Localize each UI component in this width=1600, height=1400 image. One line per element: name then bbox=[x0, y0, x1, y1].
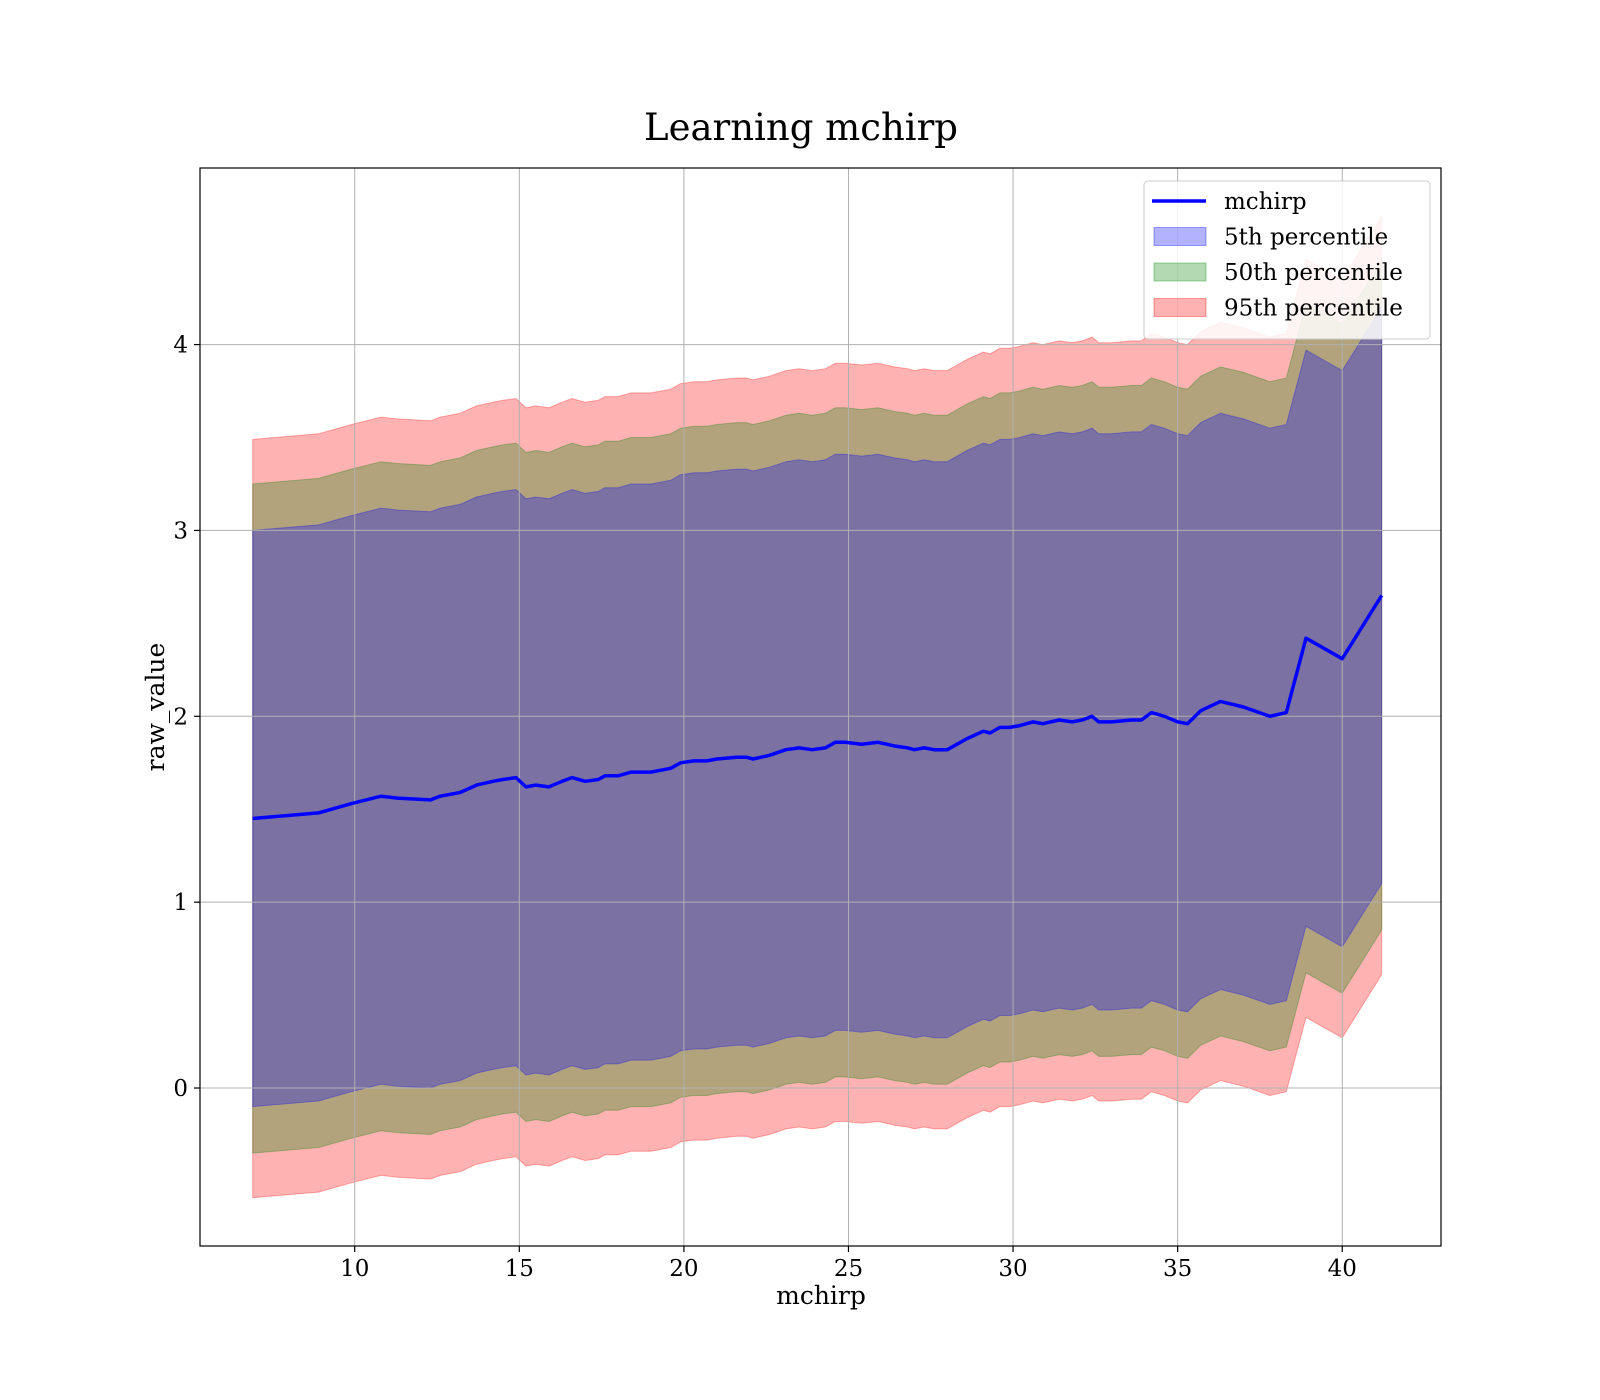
series-line-mchirp bbox=[252, 594, 1384, 821]
x-tick-label: 20 bbox=[669, 1256, 698, 1282]
legend-label-5th-percentile: 5th percentile bbox=[1224, 225, 1388, 251]
legend-swatch-50th-percentile bbox=[1153, 262, 1207, 282]
legend-label-mchirp: mchirp bbox=[1224, 189, 1307, 215]
y-axis-ticks: 0 1 2 3 4 bbox=[173, 333, 200, 1102]
series-lines bbox=[252, 594, 1384, 821]
x-axis-label: mchirp bbox=[776, 1281, 866, 1310]
y-axis-label: raw_value bbox=[141, 643, 170, 772]
legend: mchirp 5th percentile 50th percentile 95th … bbox=[1143, 180, 1431, 340]
band-95th-percentile bbox=[252, 214, 1383, 1199]
x-tick-label: 15 bbox=[505, 1256, 534, 1282]
y-tick-label: 1 bbox=[173, 890, 188, 916]
x-tick-label: 25 bbox=[834, 1256, 863, 1282]
y-tick-label: 0 bbox=[173, 1076, 188, 1102]
legend-swatch-95th-percentile bbox=[1153, 298, 1207, 317]
x-axis-ticks: 10 15 20 25 30 35 40 bbox=[340, 1246, 1357, 1282]
percentile-bands bbox=[252, 214, 1383, 1199]
band-50th-percentile bbox=[252, 259, 1383, 1154]
x-tick-label: 10 bbox=[340, 1256, 369, 1282]
legend-label-50th-percentile: 50th percentile bbox=[1224, 260, 1403, 286]
legend-swatch-5th-percentile bbox=[1153, 227, 1207, 246]
y-tick-label: 2 bbox=[173, 704, 188, 730]
y-tick-label: 4 bbox=[173, 333, 188, 359]
y-tick-label: 3 bbox=[173, 518, 188, 544]
legend-label-95th-percentile: 95th percentile bbox=[1224, 296, 1403, 322]
chart-title: Learning mchirp bbox=[644, 106, 958, 149]
grid-lines bbox=[200, 168, 1441, 1246]
x-tick-label: 30 bbox=[998, 1256, 1027, 1282]
plot-frame bbox=[199, 167, 1442, 1247]
band-5th-percentile bbox=[252, 305, 1383, 1108]
x-tick-label: 40 bbox=[1328, 1256, 1357, 1282]
legend-box bbox=[1143, 180, 1431, 340]
x-tick-label: 35 bbox=[1163, 1256, 1192, 1282]
